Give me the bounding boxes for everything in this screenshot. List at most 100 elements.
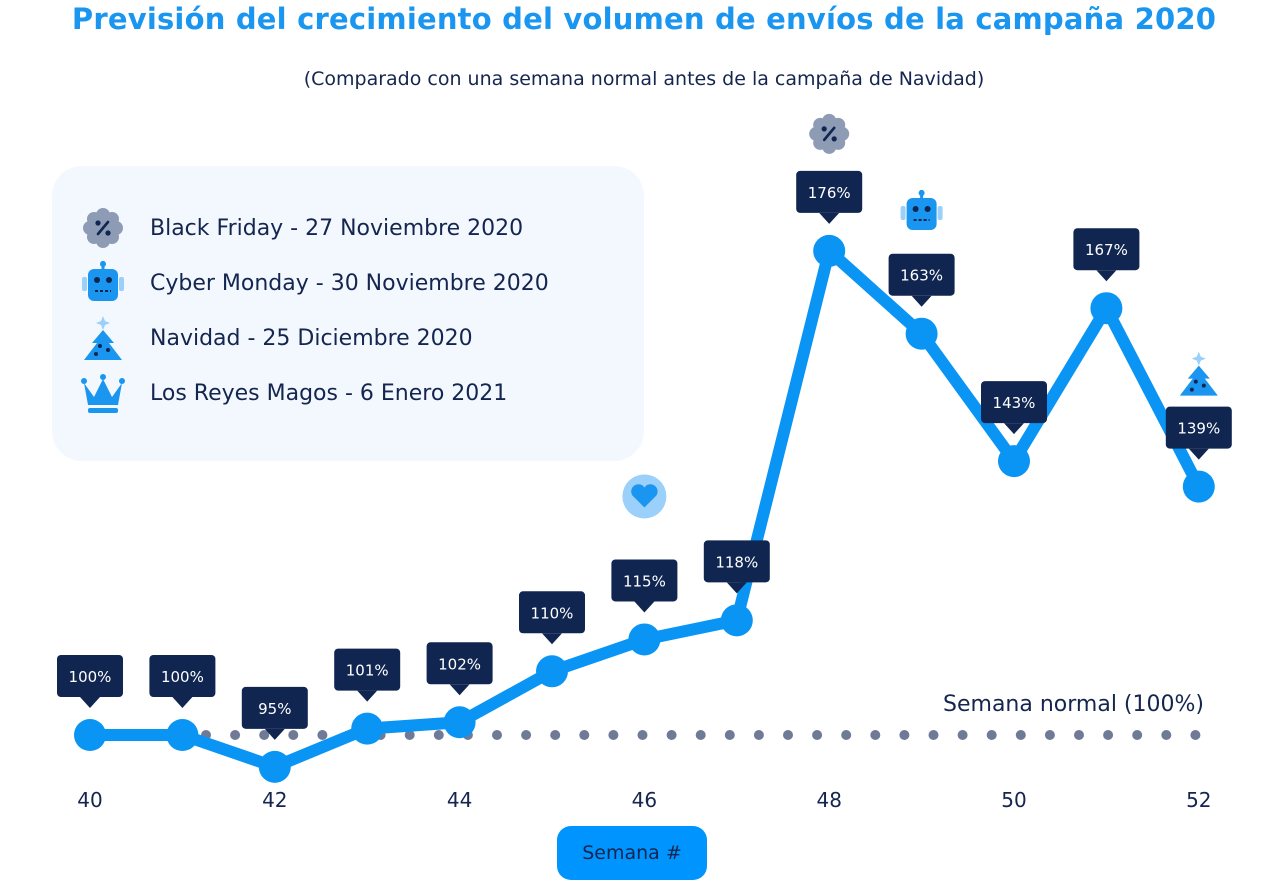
tree-icon: [84, 316, 122, 360]
baseline-dot: [608, 730, 619, 740]
x-tick-label: 48: [816, 788, 841, 812]
baseline-dot: [812, 730, 823, 740]
baseline-dot: [841, 730, 852, 740]
baseline-dot: [1074, 730, 1084, 740]
baseline-dot: [317, 730, 328, 740]
chart-title: Previsión del crecimiento del volumen de…: [71, 2, 1217, 36]
baseline-dot: [899, 730, 910, 740]
heart-icon: [622, 474, 667, 519]
svg-text:102%: 102%: [438, 655, 481, 673]
black-friday-icon: [809, 113, 850, 154]
data-point: [443, 706, 476, 739]
data-points: [74, 234, 1215, 783]
data-label: 100%: [57, 655, 123, 708]
baseline-dot: [753, 730, 764, 740]
baseline-dot: [666, 730, 677, 740]
baseline-dot: [259, 730, 270, 740]
svg-text:101%: 101%: [346, 662, 389, 680]
baseline-dot: [579, 730, 590, 740]
data-point: [166, 719, 199, 751]
data-point: [74, 719, 106, 751]
baseline-dot: [288, 730, 299, 740]
data-point: [351, 712, 384, 745]
baseline-dot: [433, 730, 444, 740]
baseline-dot: [1044, 730, 1055, 740]
baseline-label: Semana normal (100%): [943, 692, 1204, 717]
data-point: [258, 750, 291, 783]
data-label: 102%: [426, 642, 493, 696]
baseline-dot: [986, 730, 997, 740]
data-point: [720, 604, 753, 637]
legend-item-navidad: Navidad - 25 Diciembre 2020: [78, 316, 638, 360]
baseline-dot: [404, 730, 415, 740]
legend-item-reyes: Los Reyes Magos - 6 Enero 2021: [78, 371, 638, 415]
baseline-dot: [637, 730, 648, 740]
legend-label: Cyber Monday - 30 Noviembre 2020: [150, 271, 549, 296]
legend: Black Friday - 27 Noviembre 2020 Cyber M…: [52, 166, 644, 461]
svg-text:100%: 100%: [69, 668, 112, 686]
tree-icon: [1179, 351, 1218, 396]
data-point: [536, 655, 568, 688]
data-label: 110%: [519, 591, 585, 645]
baseline-dot: [724, 730, 735, 740]
data-label: 139%: [1165, 406, 1232, 460]
baseline-dot: [1132, 730, 1143, 740]
baseline-dot: [1015, 730, 1026, 740]
baseline-dot: [492, 730, 502, 740]
robot-icon: [82, 261, 124, 301]
svg-text:95%: 95%: [258, 700, 291, 718]
data-label: 176%: [796, 170, 863, 224]
data-labels: 100% 100% 95% 101% 102% 110% 115% 118% 176% 163% 1…: [57, 170, 1232, 740]
svg-text:176%: 176%: [808, 184, 851, 202]
baseline-dot: [957, 730, 968, 740]
robot-icon: [900, 190, 943, 230]
svg-text:110%: 110%: [531, 604, 574, 622]
baseline-dot: [1161, 730, 1172, 740]
baseline-dot: [783, 730, 793, 740]
data-label: 143%: [981, 381, 1047, 435]
svg-text:167%: 167%: [1085, 241, 1128, 259]
svg-text:115%: 115%: [623, 572, 666, 590]
baseline-dot: [928, 730, 939, 740]
data-point: [1182, 470, 1215, 503]
data-label: 101%: [334, 648, 401, 702]
data-point: [813, 234, 846, 267]
legend-label: Navidad - 25 Diciembre 2020: [150, 326, 473, 351]
baseline-dot: [695, 730, 706, 740]
baseline-dot: [550, 730, 561, 740]
baseline-dot: [521, 730, 532, 740]
legend-item-cyber-monday: Cyber Monday - 30 Noviembre 2020: [78, 261, 638, 305]
legend-label: Los Reyes Magos - 6 Enero 2021: [150, 381, 508, 406]
data-point: [1090, 292, 1123, 325]
x-tick-label: 52: [1186, 788, 1211, 812]
baseline-dot: [1190, 730, 1201, 740]
svg-text:118%: 118%: [715, 553, 758, 571]
black-friday-icon: [83, 208, 123, 248]
baseline-dot: [870, 730, 881, 740]
data-label: 163%: [888, 253, 955, 307]
data-point: [905, 317, 938, 350]
svg-text:143%: 143%: [993, 394, 1036, 412]
legend-label: Black Friday - 27 Noviembre 2020: [150, 216, 524, 241]
x-axis-ticks: 40 42 44 46 48 50 52: [77, 788, 1211, 812]
svg-text:139%: 139%: [1177, 420, 1220, 438]
x-axis-label: Semana #: [557, 826, 707, 880]
event-markers: [622, 113, 1218, 519]
legend-item-black-friday: Black Friday - 27 Noviembre 2020: [78, 206, 638, 250]
data-label: 100%: [149, 655, 216, 708]
data-point: [628, 623, 661, 656]
data-label: 118%: [703, 540, 770, 594]
x-tick-label: 40: [77, 788, 102, 812]
x-tick-label: 42: [262, 788, 287, 812]
baseline-dot: [230, 730, 241, 740]
baseline-dot: [1103, 730, 1114, 740]
x-tick-label: 50: [1001, 788, 1026, 812]
x-tick-label: 44: [447, 788, 472, 812]
data-label: 167%: [1073, 228, 1140, 282]
crown-icon: [81, 374, 125, 413]
svg-text:163%: 163%: [900, 267, 943, 285]
svg-text:100%: 100%: [161, 668, 204, 686]
data-label: 95%: [241, 686, 308, 740]
chart-subtitle: (Comparado con una semana normal antes d…: [303, 68, 985, 90]
